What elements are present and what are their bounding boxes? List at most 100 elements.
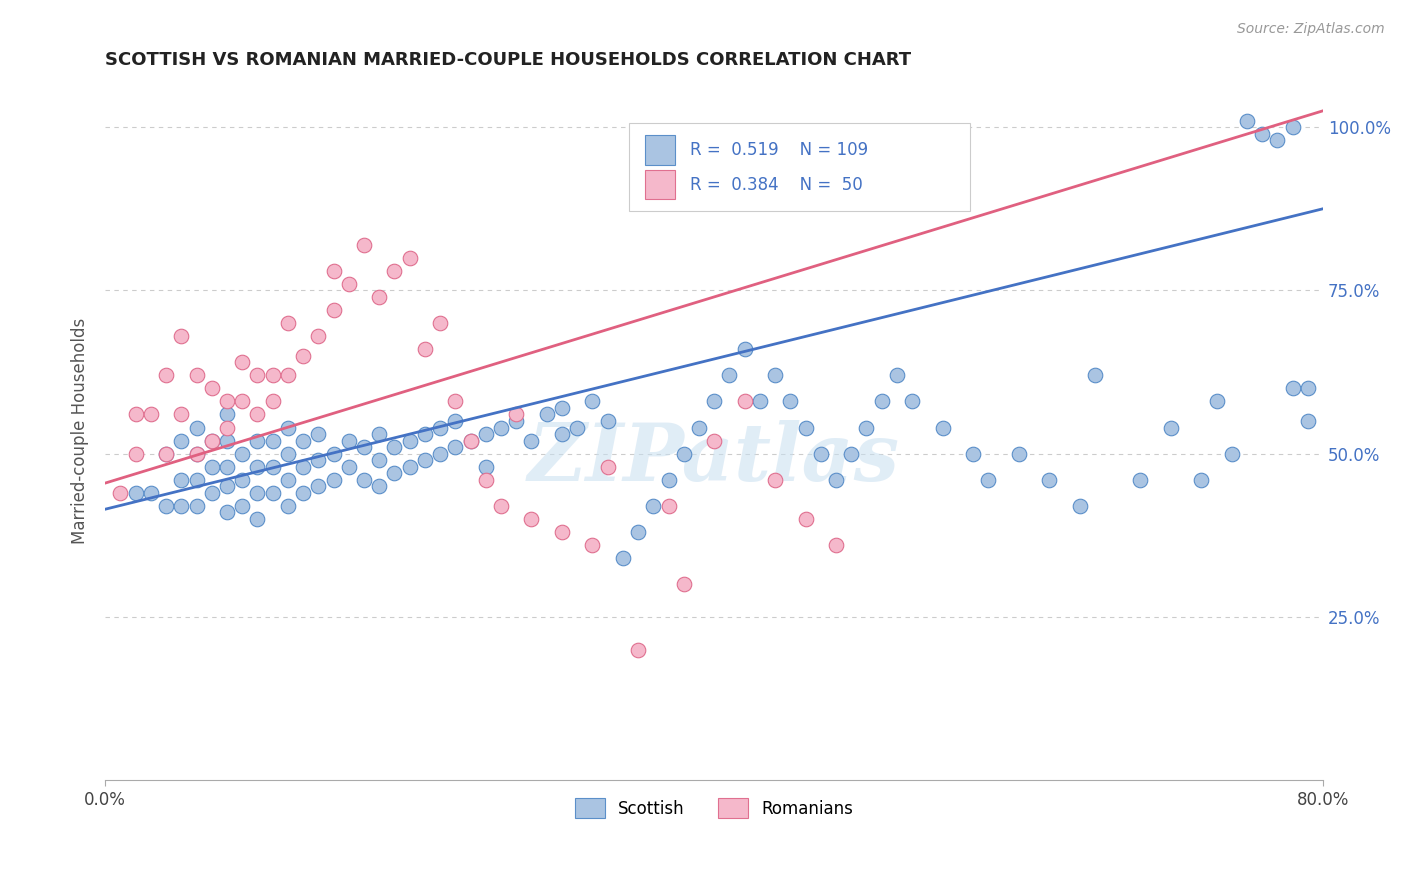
Point [551,401,574,415]
Point [551,524,574,539]
Point [292,486,315,500]
Point [901,394,924,409]
Point [657,473,679,487]
Point [262,368,284,383]
Text: Source: ZipAtlas.com: Source: ZipAtlas.com [1237,22,1385,37]
Point [1038,473,1060,487]
Point [277,473,299,487]
Text: R =  0.384    N =  50: R = 0.384 N = 50 [690,176,862,194]
Point [170,329,193,343]
Point [1236,113,1258,128]
Point [460,434,482,448]
Point [292,459,315,474]
Point [201,381,224,395]
Point [337,434,360,448]
Point [520,512,543,526]
Point [170,499,193,513]
Point [413,342,436,356]
Point [489,420,512,434]
Point [460,434,482,448]
Point [215,479,238,493]
Point [186,499,208,513]
Point [931,420,953,434]
Point [825,473,848,487]
Point [734,394,756,409]
Point [215,408,238,422]
Point [277,447,299,461]
Point [520,434,543,448]
Point [596,414,619,428]
Point [825,538,848,552]
Point [703,394,725,409]
Point [627,642,650,657]
Point [429,447,451,461]
Point [429,316,451,330]
Point [429,420,451,434]
Point [444,394,467,409]
Point [201,434,224,448]
Point [505,414,527,428]
Legend: Scottish, Romanians: Scottish, Romanians [568,792,860,824]
Point [110,486,132,500]
Point [322,303,344,318]
Point [384,467,406,481]
Point [1251,127,1274,141]
Point [489,499,512,513]
Point [262,434,284,448]
Point [1069,499,1091,513]
Point [1281,120,1303,134]
Point [262,459,284,474]
Point [596,459,619,474]
Point [307,453,329,467]
Point [368,290,391,304]
Point [170,473,193,487]
Point [581,394,603,409]
Point [384,264,406,278]
Point [657,499,679,513]
Point [201,486,224,500]
Point [215,420,238,434]
Point [307,427,329,442]
Point [398,251,420,265]
Point [672,447,695,461]
Point [292,434,315,448]
Point [810,447,832,461]
Point [643,499,665,513]
Point [262,486,284,500]
Point [794,420,817,434]
Point [794,512,817,526]
Point [718,368,741,383]
Point [262,394,284,409]
Point [186,447,208,461]
Point [186,473,208,487]
Point [536,408,558,422]
Point [186,420,208,434]
Point [322,264,344,278]
Point [277,316,299,330]
Point [612,551,634,566]
FancyBboxPatch shape [628,123,970,211]
Point [734,342,756,356]
Point [748,394,770,409]
Point [870,394,893,409]
Point [413,427,436,442]
Point [855,420,877,434]
Point [475,459,498,474]
Point [307,479,329,493]
Point [1189,473,1212,487]
Point [322,447,344,461]
Point [1205,394,1227,409]
Point [231,447,253,461]
Point [215,434,238,448]
Point [398,434,420,448]
Point [246,486,269,500]
Point [186,368,208,383]
Point [413,453,436,467]
Point [231,394,253,409]
Point [231,355,253,369]
Point [839,447,862,461]
Point [246,512,269,526]
Point [277,420,299,434]
Point [155,447,177,461]
Point [384,440,406,454]
